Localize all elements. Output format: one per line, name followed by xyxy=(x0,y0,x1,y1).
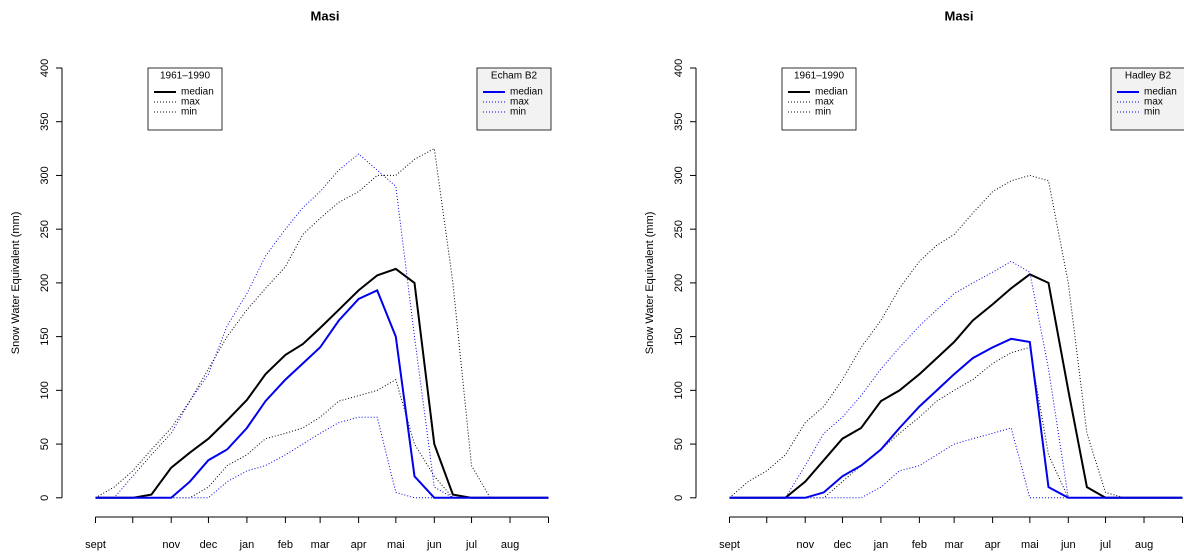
legend-label: max xyxy=(510,97,529,108)
y-tick-label: 300 xyxy=(673,166,685,184)
legend-box xyxy=(476,67,552,131)
x-tick-label: sept xyxy=(85,539,106,551)
y-tick-label: 350 xyxy=(39,113,51,131)
x-tick-label: jun xyxy=(426,539,442,551)
series-line xyxy=(729,273,1183,499)
x-tick-label: nov xyxy=(796,539,814,551)
x-tick-label: feb xyxy=(912,539,927,551)
y-tick-label: 350 xyxy=(673,113,685,131)
y-tick-label: 200 xyxy=(673,274,685,292)
x-tick-label: feb xyxy=(278,539,293,551)
legend-box xyxy=(147,67,223,131)
series-line xyxy=(729,260,1183,499)
y-axis-label: Snow Water Equivalent (mm) xyxy=(10,212,22,355)
x-tick-label: dec xyxy=(200,539,218,551)
series-line xyxy=(729,174,1183,499)
series-line xyxy=(95,153,549,499)
x-tick-label: apr xyxy=(985,539,1001,551)
x-tick-label: sept xyxy=(719,539,740,551)
x-tick-label: mai xyxy=(387,539,405,551)
chart-title: Masi xyxy=(945,8,974,23)
y-tick-label: 100 xyxy=(39,381,51,399)
x-tick-label: dec xyxy=(834,539,852,551)
series-line xyxy=(95,378,549,499)
series-line xyxy=(95,267,549,499)
x-tick-label: jul xyxy=(465,539,477,551)
x-tick-label: jul xyxy=(1099,539,1111,551)
legend-title: Hadley B2 xyxy=(1125,71,1172,82)
y-axis-label: Snow Water Equivalent (mm) xyxy=(644,212,656,355)
x-tick-label: mai xyxy=(1021,539,1039,551)
legend-label: max xyxy=(1144,97,1163,108)
x-tick-label: jan xyxy=(873,539,889,551)
legend-label: median xyxy=(1144,87,1177,98)
y-tick-label: 0 xyxy=(39,495,51,501)
legend-box xyxy=(1110,67,1184,131)
legend-label: min xyxy=(1144,107,1160,118)
y-tick-label: 50 xyxy=(39,438,51,450)
legend-label: min xyxy=(815,107,831,118)
legend-label: max xyxy=(181,97,200,108)
chart-title: Masi xyxy=(311,8,340,23)
series-line xyxy=(95,289,549,499)
y-tick-label: 400 xyxy=(39,59,51,77)
legend-label: min xyxy=(181,107,197,118)
x-tick-label: mar xyxy=(311,539,330,551)
series-line xyxy=(729,337,1183,499)
y-tick-label: 300 xyxy=(39,166,51,184)
y-tick-label: 150 xyxy=(39,327,51,345)
legend-label: min xyxy=(510,107,526,118)
series-line xyxy=(95,416,549,499)
y-tick-label: 250 xyxy=(673,220,685,238)
x-tick-label: mar xyxy=(945,539,964,551)
y-tick-label: 200 xyxy=(39,274,51,292)
legend-box xyxy=(781,67,857,131)
series-line xyxy=(95,147,549,499)
x-tick-label: jun xyxy=(1060,539,1076,551)
y-tick-label: 50 xyxy=(673,438,685,450)
y-tick-label: 0 xyxy=(673,495,685,501)
x-tick-label: aug xyxy=(1135,539,1153,551)
legend-label: median xyxy=(510,87,543,98)
legend-label: max xyxy=(815,97,834,108)
y-tick-label: 100 xyxy=(673,381,685,399)
y-tick-label: 250 xyxy=(39,220,51,238)
legend-title: Echam B2 xyxy=(491,71,538,82)
legend-label: median xyxy=(815,87,848,98)
series-line xyxy=(729,346,1183,499)
legend-title: 1961–1990 xyxy=(160,71,210,82)
y-tick-label: 150 xyxy=(673,327,685,345)
y-tick-label: 400 xyxy=(673,59,685,77)
x-tick-label: aug xyxy=(501,539,519,551)
x-tick-label: nov xyxy=(162,539,180,551)
x-tick-label: jan xyxy=(239,539,255,551)
x-tick-label: apr xyxy=(351,539,367,551)
legend-label: median xyxy=(181,87,214,98)
legend-title: 1961–1990 xyxy=(794,71,844,82)
series-line xyxy=(729,427,1183,499)
